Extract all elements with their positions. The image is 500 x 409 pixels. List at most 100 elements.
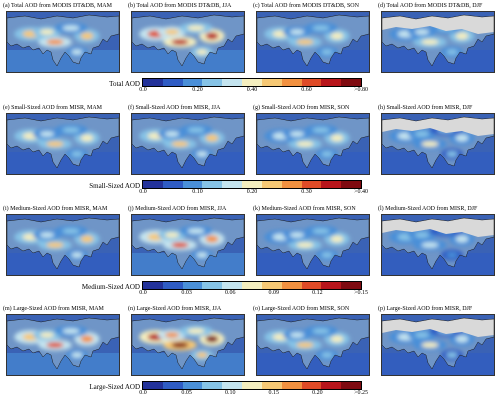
aod-hotspot-core <box>296 342 314 348</box>
aod-hotspot-core <box>205 32 219 40</box>
ocean-plume <box>132 50 244 72</box>
colorbar-tick: 0.60 <box>301 87 312 93</box>
aod-hotspot-core <box>171 342 189 348</box>
colorbar-segment <box>162 282 183 289</box>
panel-title: (e) Small-Sized AOD from MISR, MAM <box>3 105 102 111</box>
aod-map <box>131 113 245 175</box>
colorbar-tick: 0.0 <box>139 87 147 93</box>
colorbar-segment <box>281 382 302 389</box>
aod-hotspot-core <box>455 134 469 142</box>
ocean-plume <box>382 253 494 275</box>
colorbar-tick: 0.0 <box>139 290 147 296</box>
panel-title: (g) Small-Sized AOD from MISR, SON <box>253 105 350 111</box>
aod-hotspot-core <box>165 131 179 137</box>
aod-hotspot-core <box>71 352 83 358</box>
aod-hotspot-core <box>46 242 64 248</box>
map-panel: (f) Small-Sized AOD from MISR, JJA <box>128 104 245 175</box>
colorbar-segment <box>222 79 243 86</box>
coastline <box>382 14 494 67</box>
colorbar-tick: 0.09 <box>268 290 280 296</box>
aod-hotspot-core <box>46 39 64 45</box>
colorbar-label: Medium-Sized AOD <box>81 283 140 291</box>
panel-title: (k) Medium-Sized AOD from MISR, SON <box>253 206 356 212</box>
colorbar-segment <box>321 382 342 389</box>
colorbar-segment <box>261 181 282 188</box>
ocean-plume <box>257 253 369 275</box>
colorbar-segment <box>301 79 322 86</box>
aod-hotspot-core <box>165 232 179 238</box>
aod-hotspot-core <box>171 141 189 147</box>
panel-title: (j) Medium-Sized AOD from MISR, JJA <box>128 206 227 212</box>
aod-map <box>256 314 370 376</box>
ocean-plume <box>382 152 494 174</box>
colorbar-tick: >0.15 <box>354 290 368 296</box>
colorbar-tick: 0.10 <box>192 189 203 195</box>
aod-hotspot-core <box>290 131 304 137</box>
aod-hotspot-core <box>80 235 94 243</box>
colorbar-gradient <box>142 281 362 290</box>
panel-title: (m) Large-Sized AOD from MISR, MAM <box>3 306 104 312</box>
aod-hotspot-core <box>40 232 54 238</box>
aod-hotspot-core <box>330 235 344 243</box>
aod-map <box>6 11 120 73</box>
map-panel: (l) Medium-Sized AOD from MISR, DJF <box>378 205 495 276</box>
aod-hotspot-core <box>415 131 429 137</box>
aod-hotspot-core <box>296 39 314 45</box>
map-panel: (m) Large-Sized AOD from MISR, MAM <box>3 305 120 376</box>
panel-title: (p) Large-Sized AOD from MISR, DJF <box>378 306 473 312</box>
aod-map <box>6 214 120 276</box>
aod-hotspot-core <box>312 25 330 31</box>
map-panel: (h) Small-Sized AOD from MISR, DJF <box>378 104 495 175</box>
colorbar-segment <box>261 282 282 289</box>
map-panel: (c) Total AOD from MODIS DT&DB, SON <box>253 2 370 73</box>
aod-hotspot-core <box>196 352 208 358</box>
colorbar-segment <box>242 79 262 86</box>
aod-hotspot-core <box>290 29 304 35</box>
colorbar-label: Small-Sized AOD <box>89 182 140 190</box>
colorbar: Medium-Sized AOD 0.0 0.03 0.06 0.09 0.12 >0.15 <box>0 277 500 301</box>
aod-hotspot-core <box>321 252 333 258</box>
colorbar-tick: 0.30 <box>301 189 312 195</box>
aod-hotspot-core <box>421 141 439 147</box>
colorbar-segment <box>301 282 322 289</box>
aod-hotspot-core <box>62 228 80 234</box>
map-panel: (b) Total AOD from MODIS DT&DB, JJA <box>128 2 245 73</box>
aod-map <box>381 11 495 73</box>
colorbar-segment <box>222 382 243 389</box>
aod-hotspot-core <box>171 242 189 248</box>
panel-title: (f) Small-Sized AOD from MISR, JJA <box>128 105 221 111</box>
aod-hotspot-core <box>187 228 205 234</box>
aod-hotspot-core <box>40 332 54 338</box>
colorbar-segment <box>143 79 163 86</box>
aod-hotspot-core <box>415 332 429 338</box>
colorbar-tick: >0.40 <box>354 189 368 195</box>
coastline <box>132 14 244 67</box>
colorbar-gradient <box>142 78 362 87</box>
aod-hotspot-core <box>312 127 330 133</box>
aod-hotspot-core <box>205 134 219 142</box>
aod-hotspot-core <box>421 39 439 45</box>
map-panel: (j) Medium-Sized AOD from MISR, JJA <box>128 205 245 276</box>
aod-hotspot-core <box>330 32 344 40</box>
ocean-plume <box>7 152 119 174</box>
aod-map <box>381 214 495 276</box>
colorbar-tick: 0.0 <box>139 189 147 195</box>
aod-hotspot-core <box>446 352 458 358</box>
aod-hotspot-core <box>446 49 458 55</box>
no-data-area <box>382 218 494 237</box>
colorbar-tick: 0.03 <box>181 290 192 296</box>
aod-hotspot-core <box>80 32 94 40</box>
aod-map <box>131 11 245 73</box>
aod-hotspot-core <box>421 342 439 348</box>
aod-hotspot-core <box>187 25 205 31</box>
map-panel: (o) Large-Sized AOD from MISR, SON <box>253 305 370 376</box>
aod-hotspot-core <box>196 49 208 55</box>
colorbar: Small-Sized AOD 0.0 0.10 0.20 0.30 >0.40 <box>0 176 500 200</box>
colorbar-segment <box>182 181 203 188</box>
coastline <box>7 317 119 370</box>
colorbar-segment <box>202 181 223 188</box>
aod-hotspot-core <box>312 328 330 334</box>
aod-hotspot-core <box>196 252 208 258</box>
panel-title: (i) Medium-Sized AOD from MISR, MAM <box>3 206 108 212</box>
